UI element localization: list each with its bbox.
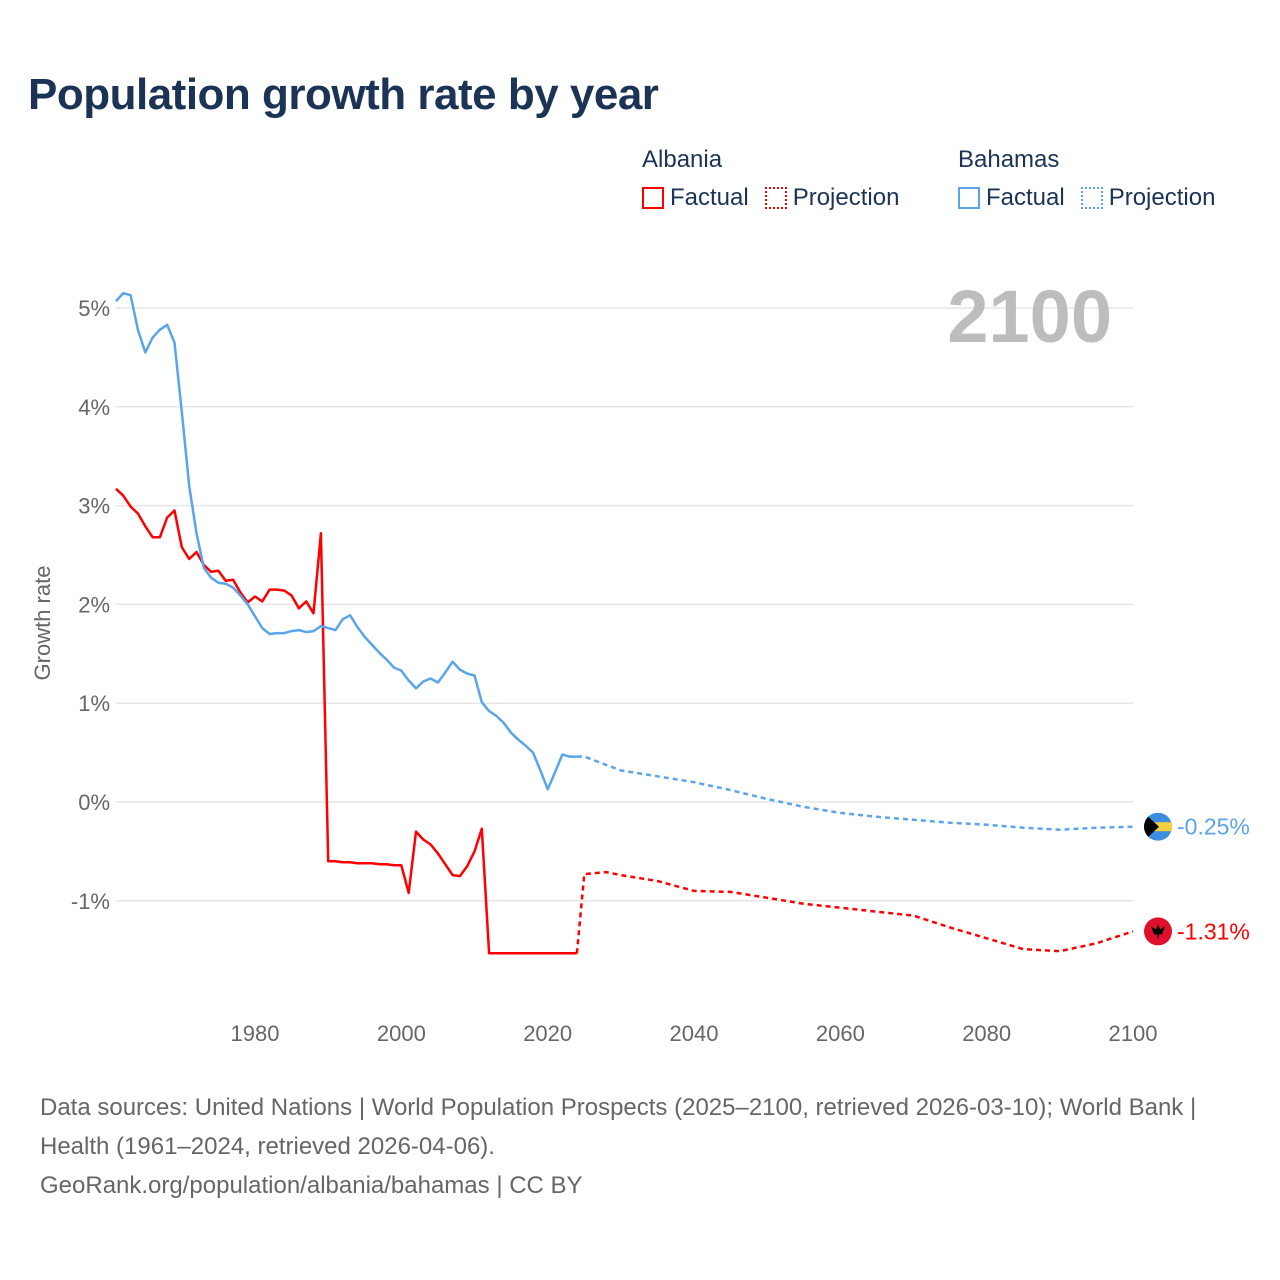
legend-label: Factual <box>670 184 749 211</box>
legend-label: Projection <box>792 184 900 211</box>
y-tick-label: 1% <box>78 691 110 716</box>
legend-item-bahamas-projection[interactable]: Projection <box>1080 184 1216 212</box>
y-tick-label: 2% <box>78 592 110 617</box>
bahamas-flag-icon <box>1144 812 1172 841</box>
legend-swatch-solid <box>958 187 980 209</box>
legend-item-albania-factual[interactable]: Factual <box>642 184 749 212</box>
y-tick-label: -1% <box>71 889 110 914</box>
x-tick-label: 2040 <box>670 1021 719 1046</box>
y-tick-label: 3% <box>78 494 110 519</box>
albania-flag-icon <box>1144 917 1172 946</box>
legend-label: Projection <box>1108 184 1216 211</box>
flag-eagle <box>1151 924 1165 940</box>
current-year-label: 2100 <box>947 275 1112 358</box>
x-tick-label: 1980 <box>231 1021 280 1046</box>
legend-label: Factual <box>986 184 1065 211</box>
series-albania-projection <box>575 870 1134 954</box>
y-tick-label: 5% <box>78 296 110 321</box>
end-value-label: -1.31% <box>1177 918 1250 944</box>
legend-item-albania-projection[interactable]: Projection <box>764 184 900 212</box>
y-axis-label: Growth rate <box>30 566 55 681</box>
credit-link[interactable]: GeoRank.org/population/albania/bahamas |… <box>40 1172 583 1199</box>
legend-swatch-solid <box>642 187 664 209</box>
end-labels: -0.25% -1.31% <box>1144 812 1250 946</box>
series-lines <box>115 291 1134 955</box>
legend-item-bahamas-factual[interactable]: Factual <box>958 184 1065 212</box>
legend-group-label: Bahamas <box>958 146 1060 173</box>
chart-title: Population growth rate by year <box>28 70 659 119</box>
legend-swatch-dotted <box>764 187 787 209</box>
series-albania-factual <box>115 487 577 955</box>
series-bahamas-projection <box>576 755 1134 831</box>
x-tick-label: 2080 <box>962 1021 1011 1046</box>
flag-triangle <box>1144 812 1159 841</box>
series-bahamas-factual <box>115 291 577 791</box>
legend-group-label: Albania <box>642 146 723 173</box>
x-axis-ticks: 1980 2000 2020 2040 2060 2080 2100 <box>231 1021 1158 1046</box>
legend-bahamas: Bahamas Factual Projection <box>958 146 1215 212</box>
y-tick-label: 0% <box>78 790 110 815</box>
x-tick-label: 2060 <box>816 1021 865 1046</box>
x-tick-label: 2000 <box>377 1021 426 1046</box>
end-value-label: -0.25% <box>1177 814 1250 840</box>
legend-swatch-dotted <box>1080 187 1103 209</box>
legend-albania: Albania Factual Projection <box>642 146 899 212</box>
x-tick-label: 2100 <box>1109 1021 1158 1046</box>
gridlines <box>116 307 1133 902</box>
y-axis-ticks: 5% 4% 3% 2% 1% 0% -1% <box>71 296 110 914</box>
data-sources: Data sources: United Nations | World Pop… <box>40 1094 1197 1160</box>
y-tick-label: 4% <box>78 395 110 420</box>
flag-body <box>1144 812 1172 841</box>
footer: Data sources: United Nations | World Pop… <box>40 1088 1240 1205</box>
x-tick-label: 2020 <box>523 1021 572 1046</box>
